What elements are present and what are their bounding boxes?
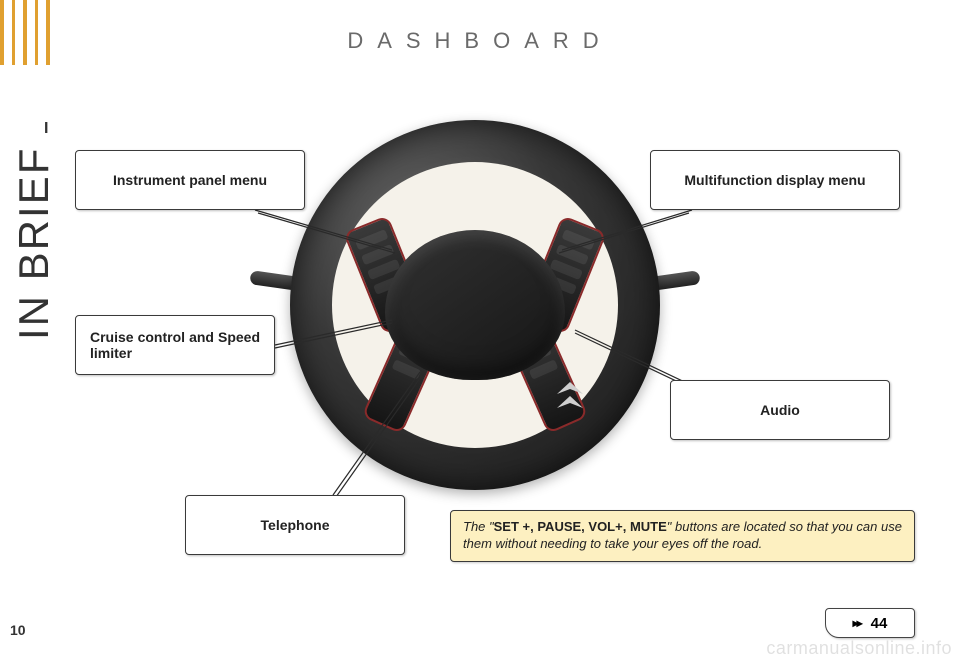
callout-label: Audio: [760, 402, 800, 418]
callout-label: Instrument panel menu: [113, 172, 267, 188]
callout-label: Telephone: [261, 517, 330, 533]
brand-logo-icon: [555, 380, 585, 420]
callout-multifunction: Multifunction display menu: [650, 150, 900, 210]
page-ref: ▸▸ 44: [825, 608, 915, 638]
sidebar-title: IN BRIEF: [10, 147, 58, 340]
page-heading: DASHBOARD: [0, 28, 960, 54]
note-prefix: The ": [463, 519, 494, 534]
callout-label: Cruise control and Speed limiter: [90, 329, 260, 361]
callout-audio: Audio: [670, 380, 890, 440]
callout-rest: ultifunction display menu: [696, 172, 866, 188]
callout-telephone: Telephone: [185, 495, 405, 555]
note-box: The "SET +, PAUSE, VOL+, MUTE" buttons a…: [450, 510, 915, 562]
callout-label: Multifunction display menu: [684, 172, 865, 188]
page-number: 10: [10, 622, 26, 638]
steering-wheel: [290, 120, 660, 490]
page-ref-number: 44: [871, 615, 888, 632]
callout-instrument-panel: Instrument panel menu: [75, 150, 305, 210]
callout-cruise: Cruise control and Speed limiter: [75, 315, 275, 375]
page-root: I IN BRIEF DASHBOARD: [0, 0, 960, 663]
chapter-roman: I: [44, 120, 48, 138]
watermark: carmanualsonline.info: [766, 638, 952, 659]
accent-letter: M: [684, 172, 696, 188]
note-bold: SET +, PAUSE, VOL+, MUTE: [494, 519, 667, 534]
fast-forward-icon: ▸▸: [853, 616, 861, 630]
